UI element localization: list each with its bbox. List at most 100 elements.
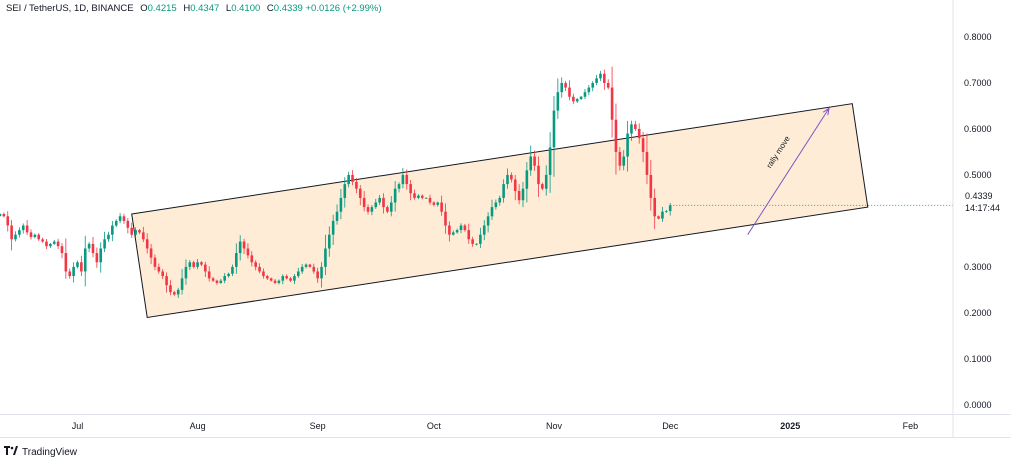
- candle-body: [157, 266, 161, 272]
- candle-body: [343, 184, 347, 198]
- candle: [107, 231, 110, 242]
- time-tick-label: Dec: [662, 421, 679, 431]
- candle-body: [180, 278, 184, 290]
- candle: [266, 274, 269, 280]
- candle-body: [634, 124, 637, 129]
- candle-body: [126, 220, 130, 228]
- candle: [242, 238, 246, 254]
- candle: [362, 191, 366, 212]
- plot-area[interactable]: rally move: [0, 66, 953, 319]
- candle: [56, 238, 60, 249]
- candle-body: [207, 271, 211, 279]
- candle-body: [529, 156, 533, 171]
- candle: [459, 223, 463, 234]
- candle-body: [211, 278, 215, 281]
- candle: [393, 181, 397, 212]
- candle: [374, 198, 378, 209]
- candle: [541, 182, 544, 191]
- time-tick-label: Feb: [903, 421, 919, 431]
- candle: [76, 260, 79, 269]
- candle: [126, 218, 130, 234]
- candle: [502, 179, 505, 203]
- candle-body: [428, 197, 432, 203]
- candle-body: [362, 197, 366, 208]
- candle: [157, 263, 161, 274]
- candle-body: [424, 197, 428, 199]
- candle-body: [200, 262, 203, 265]
- candle-body: [467, 230, 471, 240]
- price-axis[interactable]: 0.8000 0.7000 0.6000 0.5000 0.3000 0.2000 0.10…: [952, 0, 992, 437]
- candle: [657, 215, 660, 220]
- candle-body: [312, 266, 316, 272]
- candle-body: [614, 119, 618, 152]
- candle-body: [49, 243, 52, 247]
- candle: [21, 223, 25, 234]
- candle: [405, 169, 409, 190]
- candle: [537, 156, 540, 197]
- candle: [281, 274, 285, 285]
- candle-body: [324, 248, 327, 267]
- candle-body: [397, 184, 401, 189]
- candle: [510, 172, 513, 183]
- candle: [417, 194, 420, 200]
- candle: [95, 247, 99, 268]
- candle-body: [517, 191, 521, 201]
- candle-body: [10, 225, 13, 240]
- candle: [204, 261, 207, 277]
- candle: [14, 231, 17, 242]
- candle-body: [347, 174, 350, 185]
- candle-body: [227, 273, 230, 277]
- candle-body: [192, 262, 195, 267]
- candle: [378, 194, 381, 206]
- tradingview-logo-icon: [4, 446, 18, 458]
- candle-body: [482, 225, 486, 235]
- candle-body: [657, 216, 660, 219]
- candle-body: [111, 225, 114, 235]
- tradingview-logo[interactable]: TradingView: [4, 446, 77, 458]
- candle-body: [262, 271, 265, 277]
- candle-body: [587, 87, 591, 93]
- price-tick-label: 0.0000: [964, 400, 992, 410]
- time-axis[interactable]: Jul Aug Sep Oct Nov Dec 2025 Feb: [0, 414, 1011, 438]
- candle: [238, 235, 242, 261]
- candle: [339, 188, 343, 220]
- candle: [130, 222, 134, 238]
- candle-body: [87, 243, 91, 249]
- candle-body: [610, 87, 614, 120]
- candle: [525, 162, 529, 203]
- close-value: 0.4339: [273, 3, 303, 14]
- candle-body: [668, 205, 672, 212]
- candle-body: [510, 174, 513, 180]
- candle-body: [6, 216, 10, 226]
- candle: [343, 177, 347, 208]
- price-tick-label: 0.7000: [964, 78, 992, 88]
- candle: [630, 120, 633, 141]
- candle: [258, 263, 261, 274]
- candle: [568, 80, 571, 101]
- candle: [475, 243, 478, 246]
- candle-body: [289, 278, 292, 281]
- open-label: O: [140, 3, 148, 14]
- candle-body: [235, 253, 238, 267]
- candle-body: [599, 73, 602, 79]
- candle-body: [378, 197, 381, 203]
- candle: [517, 184, 521, 205]
- candle: [579, 95, 583, 100]
- rally-arrow-line: [747, 107, 830, 235]
- price-tick-label: 0.5000: [964, 170, 992, 180]
- symbol-label: SEI / TetherUS, 1D, BINANCE: [6, 3, 134, 14]
- candle: [645, 133, 649, 185]
- candle: [200, 261, 203, 267]
- candle: [262, 268, 265, 279]
- candle: [583, 88, 587, 100]
- candle-body: [316, 271, 319, 279]
- candle: [347, 171, 350, 188]
- candle: [246, 243, 250, 259]
- candle: [235, 243, 238, 274]
- candle: [436, 201, 440, 207]
- candle: [300, 263, 304, 274]
- candle-body: [204, 264, 207, 272]
- time-tick-label: Oct: [427, 421, 442, 431]
- candle-body: [645, 151, 649, 175]
